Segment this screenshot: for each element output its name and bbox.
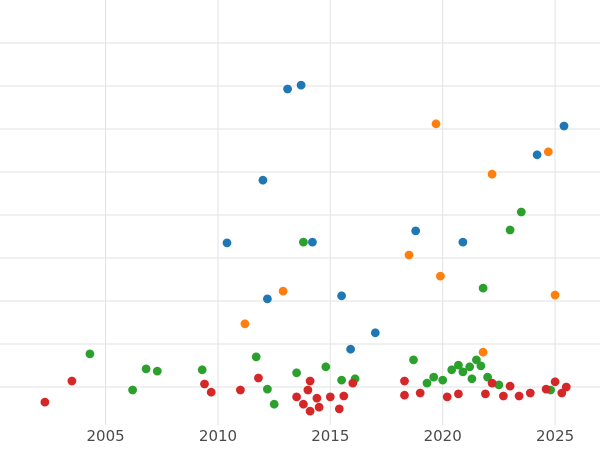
x-tick-label: 2025	[536, 427, 574, 445]
data-point-red	[292, 392, 301, 402]
data-point-orange	[436, 271, 445, 281]
x-tick-label: 2020	[424, 427, 462, 445]
data-point-green	[476, 361, 486, 371]
data-point-orange	[487, 169, 497, 179]
data-point-blue	[308, 237, 317, 247]
data-point-red	[454, 389, 463, 399]
data-point-red	[505, 381, 515, 391]
data-point-red	[325, 392, 335, 402]
data-point-green	[438, 375, 448, 385]
data-point-red	[40, 397, 50, 407]
data-point-orange	[550, 290, 560, 300]
x-tick-label: 2010	[199, 427, 237, 445]
data-point-red	[236, 385, 245, 395]
data-point-red	[254, 373, 263, 383]
data-point-orange	[278, 286, 288, 296]
data-point-green	[263, 384, 272, 394]
data-point-red	[305, 406, 315, 416]
data-point-red	[442, 392, 452, 402]
data-point-orange	[404, 250, 414, 260]
x-tick-label: 2015	[311, 427, 349, 445]
data-point-red	[206, 387, 216, 397]
data-point-green	[269, 399, 279, 409]
data-point-red	[303, 385, 313, 395]
data-point-red	[400, 390, 409, 400]
data-point-green	[292, 368, 301, 378]
data-point-green	[409, 355, 418, 365]
data-point-green	[516, 207, 526, 217]
data-point-green	[472, 355, 481, 365]
data-point-green	[152, 366, 162, 376]
data-point-blue	[337, 291, 346, 301]
data-point-orange	[478, 347, 488, 357]
data-point-red	[348, 378, 358, 388]
data-point-red	[314, 402, 324, 412]
data-point-green	[494, 380, 504, 390]
data-point-green	[458, 367, 468, 377]
data-point-blue	[296, 80, 306, 90]
data-point-blue	[532, 150, 542, 160]
data-point-red	[499, 391, 508, 401]
data-point-blue	[458, 237, 468, 247]
data-point-blue	[411, 226, 421, 236]
data-point-red	[339, 391, 349, 401]
data-point-blue	[346, 344, 355, 354]
data-point-green	[429, 372, 439, 382]
data-point-green	[299, 237, 308, 247]
data-point-red	[67, 376, 77, 386]
data-point-red	[541, 384, 551, 394]
data-point-orange	[543, 147, 553, 157]
data-point-green	[251, 352, 261, 362]
data-point-blue	[222, 238, 232, 248]
data-point-red	[487, 378, 497, 388]
data-point-red	[525, 388, 535, 398]
data-point-green	[478, 283, 488, 293]
x-tick-label: 2005	[87, 427, 125, 445]
data-point-red	[481, 389, 490, 399]
data-point-blue	[258, 175, 268, 185]
data-point-green	[505, 225, 515, 235]
data-point-red	[550, 377, 560, 387]
data-point-orange	[240, 319, 250, 329]
data-point-blue	[283, 84, 292, 94]
data-point-green	[128, 385, 138, 395]
data-point-green	[447, 365, 457, 375]
data-point-green	[197, 365, 207, 375]
data-point-red	[299, 399, 308, 409]
data-point-blue	[370, 328, 380, 338]
data-point-red	[415, 388, 425, 398]
data-point-red	[312, 393, 322, 403]
data-point-red	[557, 388, 567, 398]
data-point-red	[561, 382, 571, 392]
data-point-green	[454, 360, 463, 370]
data-point-green	[422, 378, 432, 388]
data-point-green	[85, 349, 95, 359]
data-point-red	[305, 376, 315, 386]
data-point-red	[334, 404, 344, 414]
data-point-green	[483, 372, 492, 382]
data-point-blue	[263, 294, 272, 304]
data-point-green	[141, 364, 151, 374]
data-point-red	[200, 379, 209, 389]
data-point-green	[465, 362, 475, 372]
data-point-green	[337, 375, 346, 385]
data-point-green	[467, 374, 477, 384]
data-point-red	[514, 391, 524, 401]
data-point-red	[400, 376, 409, 386]
data-point-blue	[559, 121, 569, 131]
data-point-orange	[431, 119, 441, 129]
data-point-green	[321, 362, 331, 372]
